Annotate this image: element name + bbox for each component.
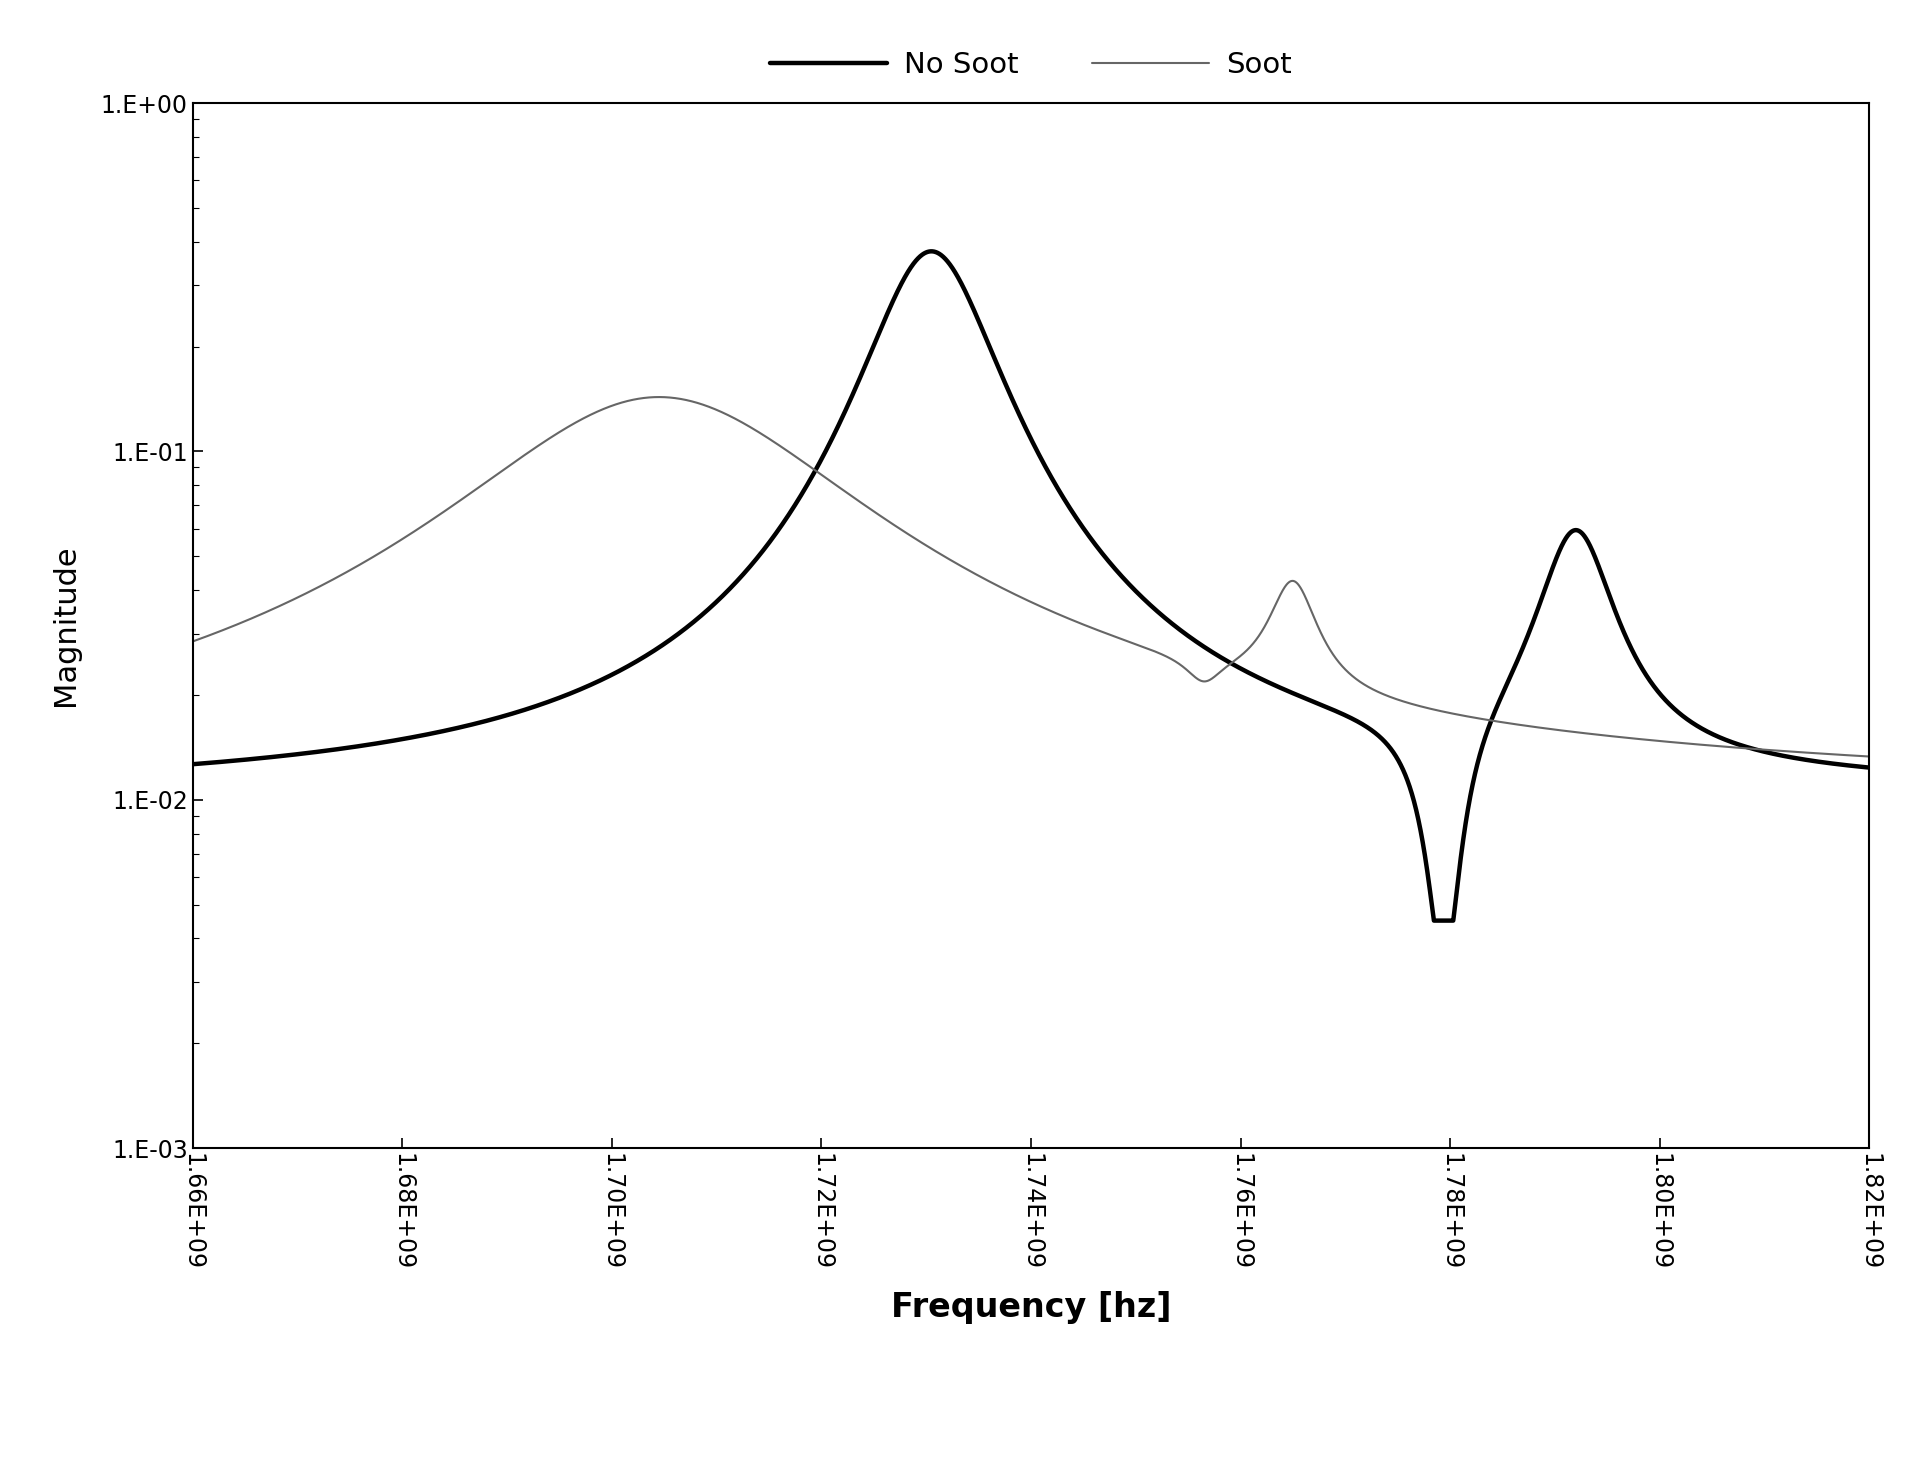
Soot	[189, 630, 212, 648]
Soot	[647, 389, 671, 406]
Soot	[181, 633, 204, 651]
No Soot	[1769, 746, 1792, 764]
Soot	[251, 605, 274, 623]
Soot	[281, 590, 304, 608]
Y-axis label: Magnitude: Magnitude	[50, 545, 81, 707]
Soot	[1769, 742, 1792, 760]
No Soot	[511, 702, 534, 720]
Legend: No Soot, Soot: No Soot, Soot	[759, 40, 1303, 91]
No Soot	[919, 243, 942, 261]
No Soot	[1858, 758, 1881, 776]
No Soot	[281, 746, 304, 764]
Soot	[1000, 584, 1023, 602]
Line: Soot: Soot	[193, 397, 1869, 757]
No Soot	[251, 749, 274, 767]
Line: No Soot: No Soot	[193, 252, 1869, 920]
Soot	[1858, 748, 1881, 765]
X-axis label: Frequency [hz]: Frequency [hz]	[890, 1291, 1172, 1323]
Soot	[511, 449, 534, 467]
No Soot	[189, 755, 212, 773]
No Soot	[1000, 390, 1023, 408]
No Soot	[1422, 911, 1445, 929]
No Soot	[181, 755, 204, 773]
